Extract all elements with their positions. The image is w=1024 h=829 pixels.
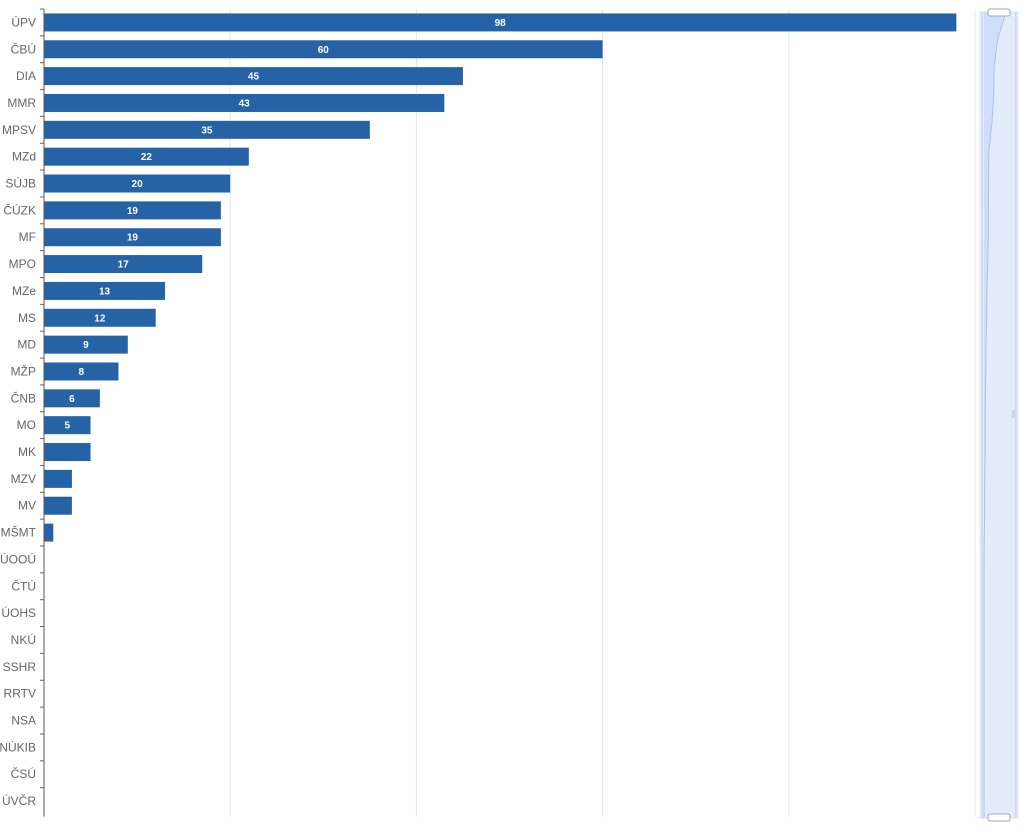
- category-label-25: RRTV: [4, 687, 36, 701]
- zoom-slider-top-handle[interactable]: [987, 8, 1011, 17]
- bars-layer: [44, 13, 957, 542]
- zoom-slider-preview-area: [984, 12, 1006, 818]
- category-label-18: MV: [18, 499, 36, 513]
- bar-6: [44, 174, 231, 193]
- zoom-slider-preview-line: [983, 11, 1007, 818]
- category-label-22: ÚOHS: [1, 605, 36, 620]
- category-label-24: SSHR: [3, 660, 37, 674]
- bar-8: [44, 228, 221, 247]
- category-label-9: MPO: [9, 257, 36, 271]
- bar-16: [44, 443, 91, 462]
- data-label-3: 43: [239, 98, 251, 109]
- data-label-13: 8: [78, 367, 84, 378]
- category-label-11: MS: [18, 311, 36, 325]
- data-label-1: 60: [318, 45, 330, 56]
- grid-layer: [229, 9, 976, 817]
- axis-layer: [40, 8, 45, 817]
- category-label-2: DIA: [16, 69, 36, 83]
- bar-3: [44, 93, 445, 112]
- bar-0: [44, 13, 957, 32]
- data-label-6: 20: [132, 179, 144, 190]
- category-label-27: NÚKIB: [0, 739, 36, 754]
- data-label-2: 45: [248, 72, 260, 83]
- category-label-13: MŽP: [11, 363, 36, 378]
- bar-2: [44, 67, 463, 86]
- category-label-15: MO: [17, 418, 36, 432]
- category-label-5: MZd: [12, 150, 36, 164]
- data-label-5: 22: [141, 152, 153, 163]
- data-label-15: 5: [64, 421, 70, 432]
- data-label-12: 9: [83, 340, 89, 351]
- bar-14: [44, 389, 100, 408]
- bar-4: [44, 120, 370, 139]
- data-label-14: 6: [69, 394, 75, 405]
- data-label-7: 19: [127, 206, 139, 217]
- bar-18: [44, 496, 72, 515]
- bar-12: [44, 335, 128, 354]
- bar-13: [44, 362, 119, 381]
- data-label-9: 17: [118, 260, 130, 271]
- zoom-slider[interactable]: [979, 8, 1019, 822]
- bar-17: [44, 469, 72, 488]
- bar-5: [44, 147, 249, 166]
- bar-19: [44, 523, 54, 542]
- category-label-26: NSA: [11, 714, 36, 728]
- category-label-29: ÚVČR: [2, 793, 36, 808]
- bar-10: [44, 281, 166, 300]
- category-label-14: ČNB: [11, 390, 36, 405]
- category-label-0: ÚPV: [11, 14, 36, 29]
- category-label-7: ČÚZK: [3, 202, 36, 217]
- category-label-8: MF: [19, 230, 36, 244]
- bar-9: [44, 255, 203, 274]
- category-label-1: ČBÚ: [11, 41, 36, 56]
- category-label-20: ÚOOÚ: [0, 551, 36, 566]
- category-label-3: MMR: [7, 96, 36, 110]
- category-label-17: MZV: [11, 472, 36, 486]
- data-label-0: 98: [495, 18, 507, 29]
- data-label-10: 13: [99, 286, 111, 297]
- zoom-slider-grip[interactable]: [1012, 410, 1015, 418]
- category-label-21: ČTÚ: [11, 578, 36, 593]
- bar-1: [44, 40, 603, 59]
- category-label-10: MZe: [12, 284, 36, 298]
- category-label-4: MPSV: [2, 123, 36, 137]
- bar-11: [44, 308, 156, 327]
- category-label-23: NKÚ: [11, 632, 36, 647]
- zoom-slider-bottom-handle[interactable]: [987, 813, 1011, 822]
- data-label-4: 35: [201, 125, 213, 136]
- category-label-6: SÚJB: [5, 176, 36, 191]
- category-label-16: MK: [18, 445, 36, 459]
- data-label-11: 12: [94, 313, 106, 324]
- bar-7: [44, 201, 221, 220]
- bar-15: [44, 416, 91, 435]
- category-label-19: MŠMT: [1, 525, 37, 540]
- category-label-12: MD: [17, 338, 36, 352]
- data-label-8: 19: [127, 233, 139, 244]
- category-label-28: ČSÚ: [11, 766, 36, 781]
